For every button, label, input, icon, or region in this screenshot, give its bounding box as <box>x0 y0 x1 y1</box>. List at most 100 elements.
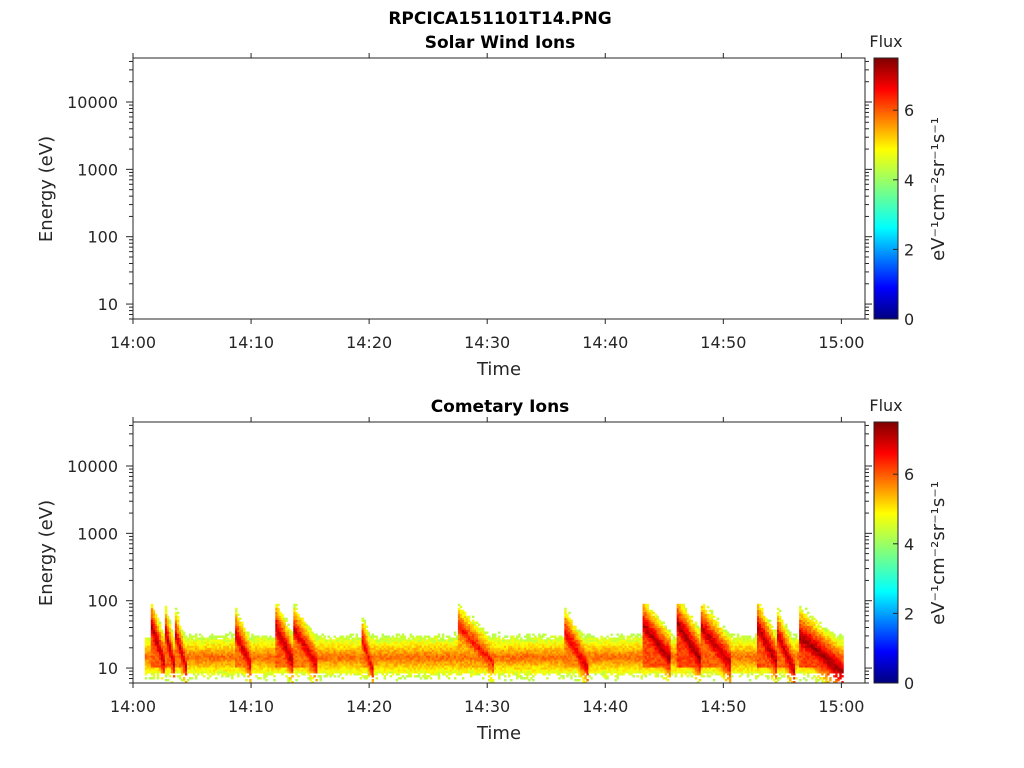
heatmap-cell <box>361 657 365 660</box>
heatmap-cell <box>301 641 304 644</box>
heatmap-cell <box>327 659 330 662</box>
heatmap-cell <box>160 651 164 654</box>
heatmap-cell <box>556 641 559 644</box>
heatmap-cell <box>331 645 334 648</box>
heatmap-cell <box>566 617 569 620</box>
heatmap-cell <box>209 643 212 646</box>
heatmap-cell <box>373 669 377 672</box>
heatmap-cell <box>176 623 180 626</box>
heatmap-cell <box>391 659 395 662</box>
heatmap-cell <box>219 669 222 672</box>
heatmap-cell <box>566 613 569 617</box>
heatmap-cell <box>407 675 411 678</box>
heatmap-cell <box>209 657 212 660</box>
heatmap-cell <box>556 665 559 668</box>
heatmap-cell <box>433 635 437 638</box>
heatmap-cell <box>451 639 455 642</box>
heatmap-cell <box>564 659 567 662</box>
heatmap-cell <box>243 655 246 658</box>
heatmap-cell <box>461 645 465 648</box>
heatmap-cell <box>168 639 172 642</box>
heatmap-cell <box>484 647 487 650</box>
heatmap-cell <box>341 639 344 642</box>
heatmap-cell <box>285 619 288 622</box>
heatmap-cell <box>191 649 194 652</box>
heatmap-cell <box>558 649 561 652</box>
heatmap-cell <box>423 675 427 678</box>
heatmap-cell <box>205 669 208 672</box>
heatmap-cell <box>172 651 176 654</box>
heatmap-cell <box>437 657 441 660</box>
heatmap-cell <box>467 641 471 644</box>
heatmap-cell <box>180 661 184 664</box>
heatmap-cell <box>472 655 475 658</box>
heatmap-cell <box>443 651 447 654</box>
heatmap-cell <box>321 643 324 646</box>
heatmap-cell <box>474 673 477 676</box>
heatmap-cell <box>566 657 569 660</box>
heatmap-cell <box>490 657 493 660</box>
heatmap-cell <box>530 669 533 672</box>
heatmap-cell <box>307 661 310 664</box>
heatmap-cell <box>343 645 346 648</box>
heatmap-cell <box>277 633 280 636</box>
heatmap-cell <box>162 665 166 668</box>
heatmap-cell <box>472 639 475 642</box>
heatmap-cell <box>564 617 567 620</box>
heatmap-cell <box>343 639 346 642</box>
heatmap-cell <box>144 643 148 646</box>
heatmap-cell <box>233 637 236 640</box>
heatmap-cell <box>512 673 515 676</box>
heatmap-cell <box>305 671 308 674</box>
heatmap-cell <box>451 661 455 664</box>
heatmap-cell <box>323 643 326 646</box>
heatmap-cell <box>562 663 565 666</box>
heatmap-cell <box>554 657 557 660</box>
heatmap-cell <box>467 633 471 636</box>
heatmap-cell <box>470 675 473 678</box>
heatmap-cell <box>580 671 583 674</box>
heatmap-cell <box>213 639 216 642</box>
heatmap-cell <box>265 645 268 648</box>
heatmap-cell <box>223 639 226 642</box>
heatmap-cell <box>209 651 212 654</box>
heatmap-cell <box>297 657 300 660</box>
heatmap-cell <box>341 663 344 666</box>
heatmap-cell <box>265 669 268 672</box>
heatmap-cell <box>146 643 150 646</box>
heatmap-cell <box>261 643 264 646</box>
heatmap-cell <box>345 653 348 656</box>
heatmap-cell <box>482 657 485 660</box>
heatmap-cell <box>195 645 198 648</box>
heatmap-cell <box>453 641 457 644</box>
heatmap-cell <box>359 667 363 670</box>
heatmap-cell <box>423 647 427 650</box>
heatmap-cell <box>472 621 475 624</box>
heatmap-cell <box>261 671 264 674</box>
heatmap-cell <box>150 653 154 656</box>
heatmap-cell <box>447 641 451 644</box>
heatmap-cell <box>295 647 298 650</box>
heatmap-cell <box>490 643 493 646</box>
heatmap-cell <box>285 625 288 628</box>
heatmap-cell <box>518 635 521 638</box>
heatmap-cell <box>383 653 387 656</box>
heatmap-cell <box>337 671 340 674</box>
heatmap-cell <box>353 653 356 656</box>
heatmap-cell <box>205 641 208 644</box>
heatmap-cell <box>339 657 342 660</box>
heatmap-cell <box>295 627 298 630</box>
heatmap-cell <box>544 645 547 648</box>
heatmap-cell <box>359 659 363 662</box>
heatmap-cell <box>150 635 154 638</box>
heatmap-cell <box>176 659 180 662</box>
heatmap-cell <box>275 613 278 617</box>
heatmap-cell <box>351 661 354 664</box>
heatmap-cell <box>164 653 168 656</box>
heatmap-cell <box>317 663 320 666</box>
heatmap-cell <box>267 653 270 656</box>
heatmap-cell <box>189 645 192 648</box>
heatmap-cell <box>237 671 240 674</box>
heatmap-cell <box>461 631 465 634</box>
heatmap-cell <box>221 655 224 658</box>
